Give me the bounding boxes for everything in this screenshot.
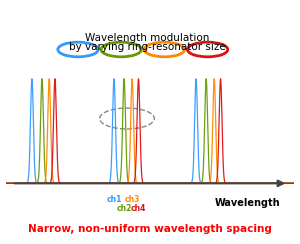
Text: ch1: ch1 xyxy=(106,195,122,204)
Text: Wavelength: Wavelength xyxy=(215,198,281,208)
Text: ch3: ch3 xyxy=(124,195,140,204)
Text: Wavelength modulation: Wavelength modulation xyxy=(85,33,209,43)
Text: ch2: ch2 xyxy=(116,204,132,213)
Text: Narrow, non-uniform wavelength spacing: Narrow, non-uniform wavelength spacing xyxy=(28,224,272,234)
Text: ch4: ch4 xyxy=(131,204,146,213)
Text: by varying ring-resonator size: by varying ring-resonator size xyxy=(69,42,226,52)
